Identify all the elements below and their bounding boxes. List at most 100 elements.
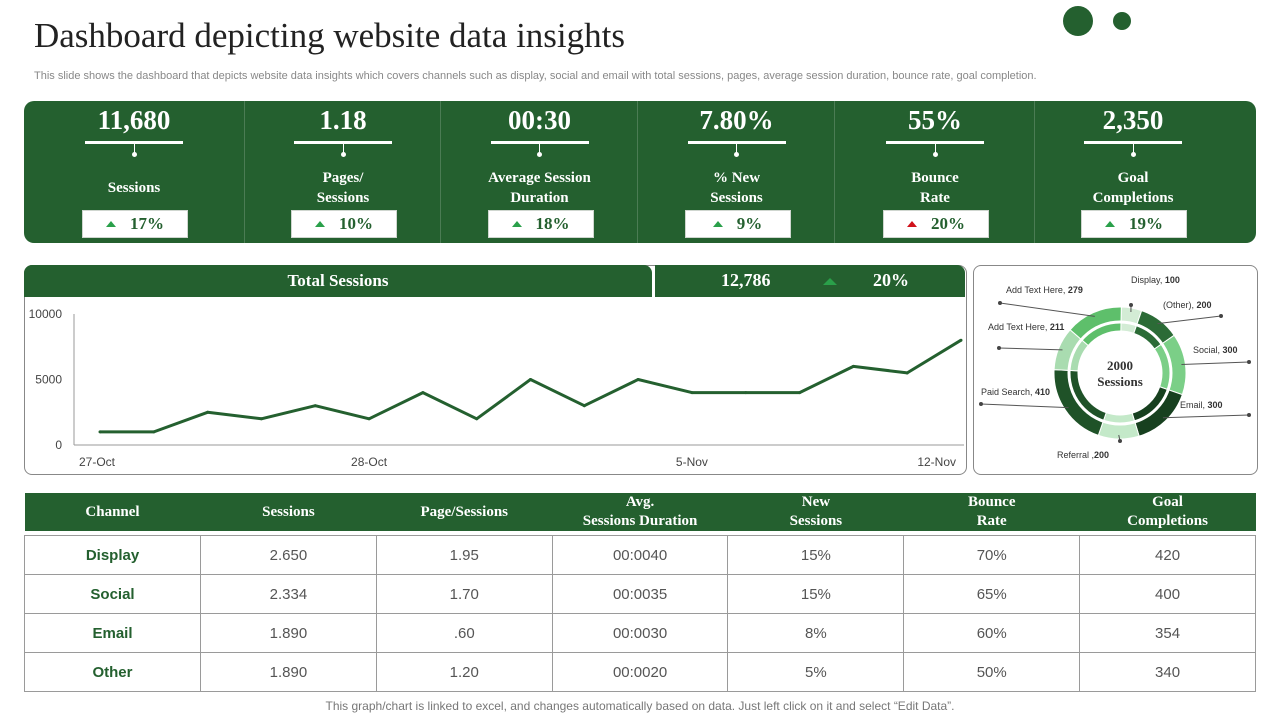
table-cell-channel: Other xyxy=(24,652,201,692)
slice-value: 200 xyxy=(1094,450,1109,460)
callout-leader xyxy=(1157,315,1222,325)
slice-name: (Other) xyxy=(1163,300,1192,310)
kpi-change-badge: 10% xyxy=(291,210,397,238)
kpi-connector xyxy=(886,141,984,144)
slice-value: 410 xyxy=(1035,387,1050,397)
kpi-connector xyxy=(1084,141,1182,144)
slice-name: Add Text Here xyxy=(988,322,1045,332)
table-cell-channel: Email xyxy=(24,613,201,653)
total-sessions-title: Total Sessions xyxy=(287,271,389,290)
x-tick-label: 27-Oct xyxy=(79,455,116,469)
column-header: Page/Sessions xyxy=(376,493,553,531)
y-tick-label: 0 xyxy=(55,438,62,452)
callout-leader xyxy=(998,347,1063,351)
kpi-avg-session-duration: 00:30 Average Session Duration 18% xyxy=(440,101,638,243)
table-cell: .60 xyxy=(375,613,553,653)
kpi-panel: 11,680 Sessions 17% 1.18 Pages/ Sessions… xyxy=(24,101,1256,243)
kpi-label: Bounce Rate xyxy=(911,170,959,206)
callout-dot xyxy=(1247,360,1251,364)
trend-up-icon xyxy=(712,221,723,227)
data-point xyxy=(529,378,532,381)
data-point xyxy=(905,371,909,375)
slice-name: Display xyxy=(1131,275,1161,285)
kpi-label: % New Sessions xyxy=(710,170,763,206)
kpi-connector-dot xyxy=(340,152,346,157)
table-row: Other 1.890 1.20 00:0020 5% 50% 340 xyxy=(24,652,1256,692)
kpi-change-badge: 19% xyxy=(1081,210,1187,238)
kpi-connector-stem xyxy=(133,144,135,154)
kpi-label: Sessions xyxy=(107,180,161,196)
kpi-label: Average Session Duration xyxy=(488,170,591,206)
kpi-change-badge: 17% xyxy=(82,210,188,238)
table-cell-channel: Display xyxy=(24,535,201,575)
kpi-value: 1.18 xyxy=(319,105,367,135)
kpi-change: 18% xyxy=(535,214,570,233)
table-cell: 15% xyxy=(727,535,905,575)
table-cell: 70% xyxy=(903,535,1081,575)
kpi-new-sessions: 7.80% % New Sessions 9% xyxy=(637,101,835,243)
total-sessions-header: Total Sessions xyxy=(24,265,652,297)
column-header: Goal Completions xyxy=(1079,493,1256,531)
table-cell-channel: Social xyxy=(24,574,201,614)
kpi-change: 9% xyxy=(736,214,763,233)
callout-dot xyxy=(1247,413,1251,417)
kpi-connector-stem xyxy=(934,144,936,154)
donut-hole xyxy=(1080,333,1160,413)
table-cell: 00:0040 xyxy=(551,535,729,575)
data-point xyxy=(259,417,263,421)
sessions-line-chart: 0 5000 10000 27-Oct 28-Oct 5-Nov 12-Nov xyxy=(29,307,964,469)
kpi-label: Goal Completions xyxy=(1092,170,1174,206)
slice-name: Social xyxy=(1193,345,1218,355)
column-header: New Sessions xyxy=(727,493,904,531)
data-point xyxy=(744,391,748,395)
kpi-connector xyxy=(294,141,392,144)
table-cell: 1.95 xyxy=(375,535,553,575)
table-cell: 354 xyxy=(1079,613,1256,653)
total-sessions-panel xyxy=(24,265,967,475)
trend-up-icon xyxy=(106,221,116,227)
slice-name: Add Text Here xyxy=(1006,285,1063,295)
table-cell: 1.70 xyxy=(375,574,553,614)
table-cell: 420 xyxy=(1079,535,1256,575)
kpi-value: 11,680 xyxy=(97,105,171,135)
kpi-value: 7.80% xyxy=(699,105,774,135)
table-cell: 8% xyxy=(727,613,905,653)
decorative-dot-small xyxy=(1113,12,1131,30)
kpi-value: 00:30 xyxy=(508,105,571,135)
callout-dot xyxy=(998,301,1002,305)
slice-label: Add Text Here, 279 xyxy=(1006,285,1083,295)
x-tick-label: 5-Nov xyxy=(676,455,708,469)
kpi-bounce-rate: 55% Bounce Rate 20% xyxy=(834,101,1035,243)
trend-up-icon xyxy=(511,221,522,227)
total-sessions-value: 12,786 xyxy=(721,270,771,290)
kpi-change: 19% xyxy=(1129,214,1163,233)
footer-note: This graph/chart is linked to excel, and… xyxy=(325,699,955,713)
slice-value: 100 xyxy=(1165,275,1180,285)
trend-up-icon xyxy=(315,221,325,227)
slice-value: 279 xyxy=(1068,285,1083,295)
page-subtitle: This slide shows the dashboard that depi… xyxy=(34,70,1037,82)
slice-value: 300 xyxy=(1208,400,1223,410)
callout-dot xyxy=(1219,314,1223,318)
kpi-connector-stem xyxy=(736,144,737,154)
slice-label: Social, 300 xyxy=(1193,345,1238,355)
kpi-connector-stem xyxy=(539,144,540,154)
table-row: Display 2.650 1.95 00:0040 15% 70% 420 xyxy=(24,535,1256,575)
callout-leader xyxy=(1162,414,1250,419)
data-point xyxy=(98,430,102,434)
slice-value: 211 xyxy=(1050,322,1065,332)
y-tick-label: 5000 xyxy=(35,373,62,387)
table-cell: 400 xyxy=(1079,574,1256,614)
callout-dot xyxy=(1129,303,1133,307)
kpi-connector-dot xyxy=(734,152,739,157)
data-point xyxy=(152,430,156,434)
kpi-change: 17% xyxy=(130,214,164,233)
table-row: Email 1.890 .60 00:0030 8% 60% 354 xyxy=(24,613,1256,653)
y-tick-label: 10000 xyxy=(29,307,63,321)
callout-leader xyxy=(1181,361,1250,366)
kpi-change: 10% xyxy=(339,214,373,233)
table-cell: 2.650 xyxy=(200,535,377,575)
slice-name: Paid Search xyxy=(981,387,1030,397)
data-point xyxy=(475,417,479,421)
